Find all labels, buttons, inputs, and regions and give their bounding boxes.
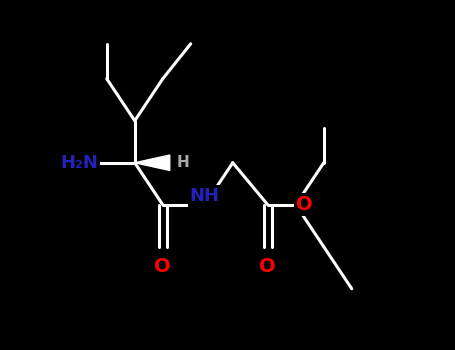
Text: O: O	[259, 257, 276, 276]
Text: NH: NH	[190, 187, 220, 205]
Text: O: O	[296, 195, 313, 214]
Text: H₂N: H₂N	[60, 154, 98, 172]
Text: O: O	[154, 257, 171, 276]
Polygon shape	[135, 155, 170, 170]
Text: H: H	[177, 155, 189, 170]
